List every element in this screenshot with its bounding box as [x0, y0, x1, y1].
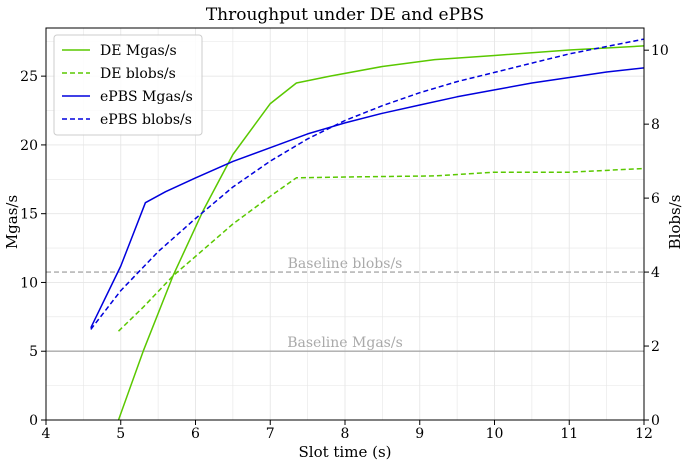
x-tick-label: 8	[341, 426, 350, 442]
y2-axis-label: Blobs/s	[666, 195, 684, 250]
x-tick-label: 4	[42, 426, 51, 442]
reference-label-mgas: Baseline Mgas/s	[287, 335, 403, 351]
series-line-de-mgas-s	[117, 45, 645, 421]
series-line-epbs-blobs-s	[90, 38, 645, 330]
x-axis-label: Slot time (s)	[299, 443, 392, 461]
legend-label: ePBS blobs/s	[100, 112, 192, 128]
y2-tick-label: 10	[651, 43, 669, 59]
y2-tick-label: 2	[651, 339, 660, 355]
reference-lines: Baseline Mgas/s Baseline blobs/s	[46, 256, 644, 352]
x-tick-label: 11	[560, 426, 578, 442]
y-tick-label: 5	[29, 344, 38, 360]
x-tick-label: 7	[266, 426, 275, 442]
y-tick-label: 20	[20, 138, 38, 154]
y-tick-label: 15	[20, 207, 38, 223]
y2-tick-label: 0	[651, 413, 660, 429]
x-tick-label: 9	[415, 426, 424, 442]
y-tick-label: 10	[20, 275, 38, 291]
legend-label: ePBS Mgas/s	[100, 89, 193, 105]
y-axis-label: Mgas/s	[3, 195, 21, 249]
chart-title: Throughput under DE and ePBS	[206, 5, 484, 25]
y-tick-label: 25	[20, 69, 38, 85]
x-tick-label: 5	[116, 426, 125, 442]
y2-tick-label: 6	[651, 191, 660, 207]
series-lines	[90, 38, 645, 421]
x-tick-label: 12	[635, 426, 653, 442]
x-tick-label: 6	[191, 426, 200, 442]
legend-box	[53, 34, 203, 136]
x-tick-label: 10	[486, 426, 504, 442]
legend-label: DE blobs/s	[100, 66, 176, 82]
y2-tick-label: 8	[651, 117, 660, 133]
reference-label-blobs: Baseline blobs/s	[288, 256, 403, 272]
y-tick-label: 0	[29, 413, 38, 429]
series-line-de-blobs-s	[117, 167, 645, 332]
series-line-epbs-mgas-s	[90, 67, 645, 329]
legend-label: DE Mgas/s	[100, 43, 177, 59]
y2-tick-label: 4	[651, 265, 660, 281]
legend: DE Mgas/s DE blobs/s ePBS Mgas/s ePBS blobs…	[53, 34, 203, 136]
